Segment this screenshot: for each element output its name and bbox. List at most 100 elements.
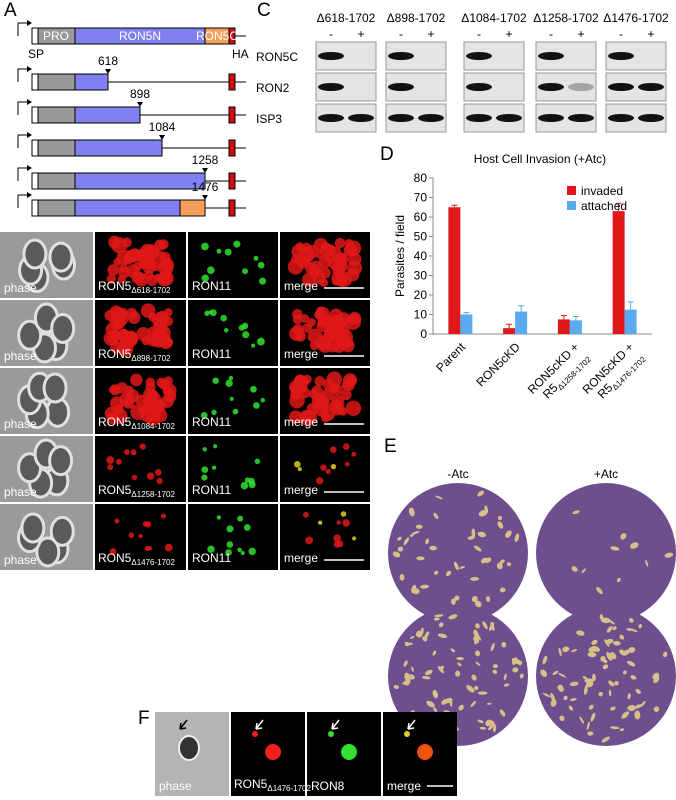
fluor-spot — [109, 396, 124, 411]
y-tick-label: 80 — [414, 171, 428, 185]
treatment-label: + — [427, 27, 434, 41]
micrograph — [0, 504, 93, 570]
blot-band — [388, 114, 414, 122]
plaque — [542, 692, 551, 698]
cell-label-main: RON11 — [192, 415, 231, 429]
micrograph — [280, 300, 370, 366]
promoter-arrow — [17, 167, 30, 181]
y-tick-label: 40 — [414, 249, 428, 263]
cell-label-main: RON11 — [192, 483, 231, 497]
legend-swatch — [567, 186, 576, 195]
plaque — [627, 693, 631, 700]
plaque — [450, 648, 456, 653]
plaque — [583, 685, 588, 695]
plaque — [474, 545, 482, 552]
fluor-spot — [201, 466, 209, 474]
plaque — [610, 546, 620, 551]
plaque — [600, 617, 611, 624]
plaque — [424, 631, 430, 639]
fluor-spot — [340, 389, 352, 401]
fluor-spot — [334, 237, 346, 249]
cell-label: RON5Δ898-1702 — [98, 347, 171, 363]
plaque — [479, 726, 487, 730]
fluor-spot — [305, 262, 318, 275]
y-tick-label: 30 — [414, 269, 428, 283]
truncation-marker — [105, 69, 111, 74]
fluor-spot — [244, 477, 251, 483]
f-label: merge — [387, 779, 421, 793]
micrograph — [95, 504, 186, 570]
plaque — [457, 662, 462, 667]
micrograph — [383, 712, 457, 796]
cell-label-main: merge — [284, 483, 318, 497]
cell-label-main: RON11 — [192, 551, 231, 565]
plaque — [496, 562, 503, 570]
fluor-spot — [146, 472, 155, 480]
fluor-spot — [254, 458, 261, 465]
fluor-spot — [225, 549, 232, 556]
chart-title: Host Cell Invasion (+Atc) — [474, 152, 606, 166]
micrograph — [0, 300, 93, 366]
promoter-arrow — [17, 194, 30, 208]
cell-label-sub: Δ898-1702 — [131, 354, 171, 363]
plaque — [602, 664, 609, 670]
blot-band — [318, 83, 344, 91]
error-bar — [560, 314, 567, 320]
plaque — [606, 651, 613, 661]
f-label-sub: Δ1476-1702 — [267, 784, 311, 793]
cell-label-main: merge — [284, 415, 318, 429]
fluor-spot — [251, 343, 256, 348]
micrograph — [280, 504, 370, 570]
micrograph — [280, 436, 370, 502]
fluor-spot — [106, 456, 115, 465]
x-tick-label: RON5cKD — [473, 340, 523, 390]
fluor-spot — [207, 266, 215, 274]
plaque — [581, 568, 586, 574]
micrograph — [155, 712, 229, 796]
blot-band — [496, 114, 522, 122]
ron5n-box — [74, 139, 163, 157]
plaque — [568, 705, 574, 711]
fluor-spot — [202, 447, 207, 452]
fluor-spot — [163, 390, 177, 403]
plaque — [653, 706, 660, 712]
plaque — [585, 681, 594, 688]
plaque — [471, 528, 476, 539]
pro-box — [37, 199, 76, 217]
fluor-spot — [238, 324, 245, 331]
fluor-spot — [216, 248, 222, 254]
plaque — [506, 562, 512, 567]
fluor-spot — [237, 547, 242, 553]
promoter-arrow — [17, 101, 30, 115]
plaque — [603, 659, 608, 664]
cell-label: merge — [284, 415, 318, 429]
cell-label-main: RON5 — [98, 551, 132, 565]
promoter-arrow — [17, 68, 30, 82]
cell-label: RON11 — [192, 279, 231, 293]
micrograph — [0, 232, 93, 298]
plaque — [635, 688, 641, 694]
plaque — [411, 584, 417, 594]
cell-outline — [35, 536, 61, 568]
plaque — [399, 573, 405, 581]
micrograph — [95, 232, 186, 298]
plaque — [612, 626, 617, 631]
bar — [612, 211, 625, 334]
fluor-spot — [130, 449, 137, 456]
fluor-spot — [329, 308, 343, 322]
cell-outline — [17, 319, 43, 351]
fluor-spot — [248, 547, 256, 556]
fluor-spot — [201, 474, 208, 481]
blot-band — [538, 114, 564, 122]
blot-band — [638, 83, 664, 91]
micrograph — [188, 436, 278, 502]
treatment-label: - — [619, 27, 623, 41]
plaque — [420, 627, 424, 637]
fluor-spot — [317, 520, 323, 525]
y-tick-label: 50 — [414, 230, 428, 244]
treatment-label: - — [477, 27, 481, 41]
fluor-spot — [139, 443, 146, 450]
sp-label: SP — [28, 47, 44, 61]
fluor-spot — [308, 389, 319, 399]
